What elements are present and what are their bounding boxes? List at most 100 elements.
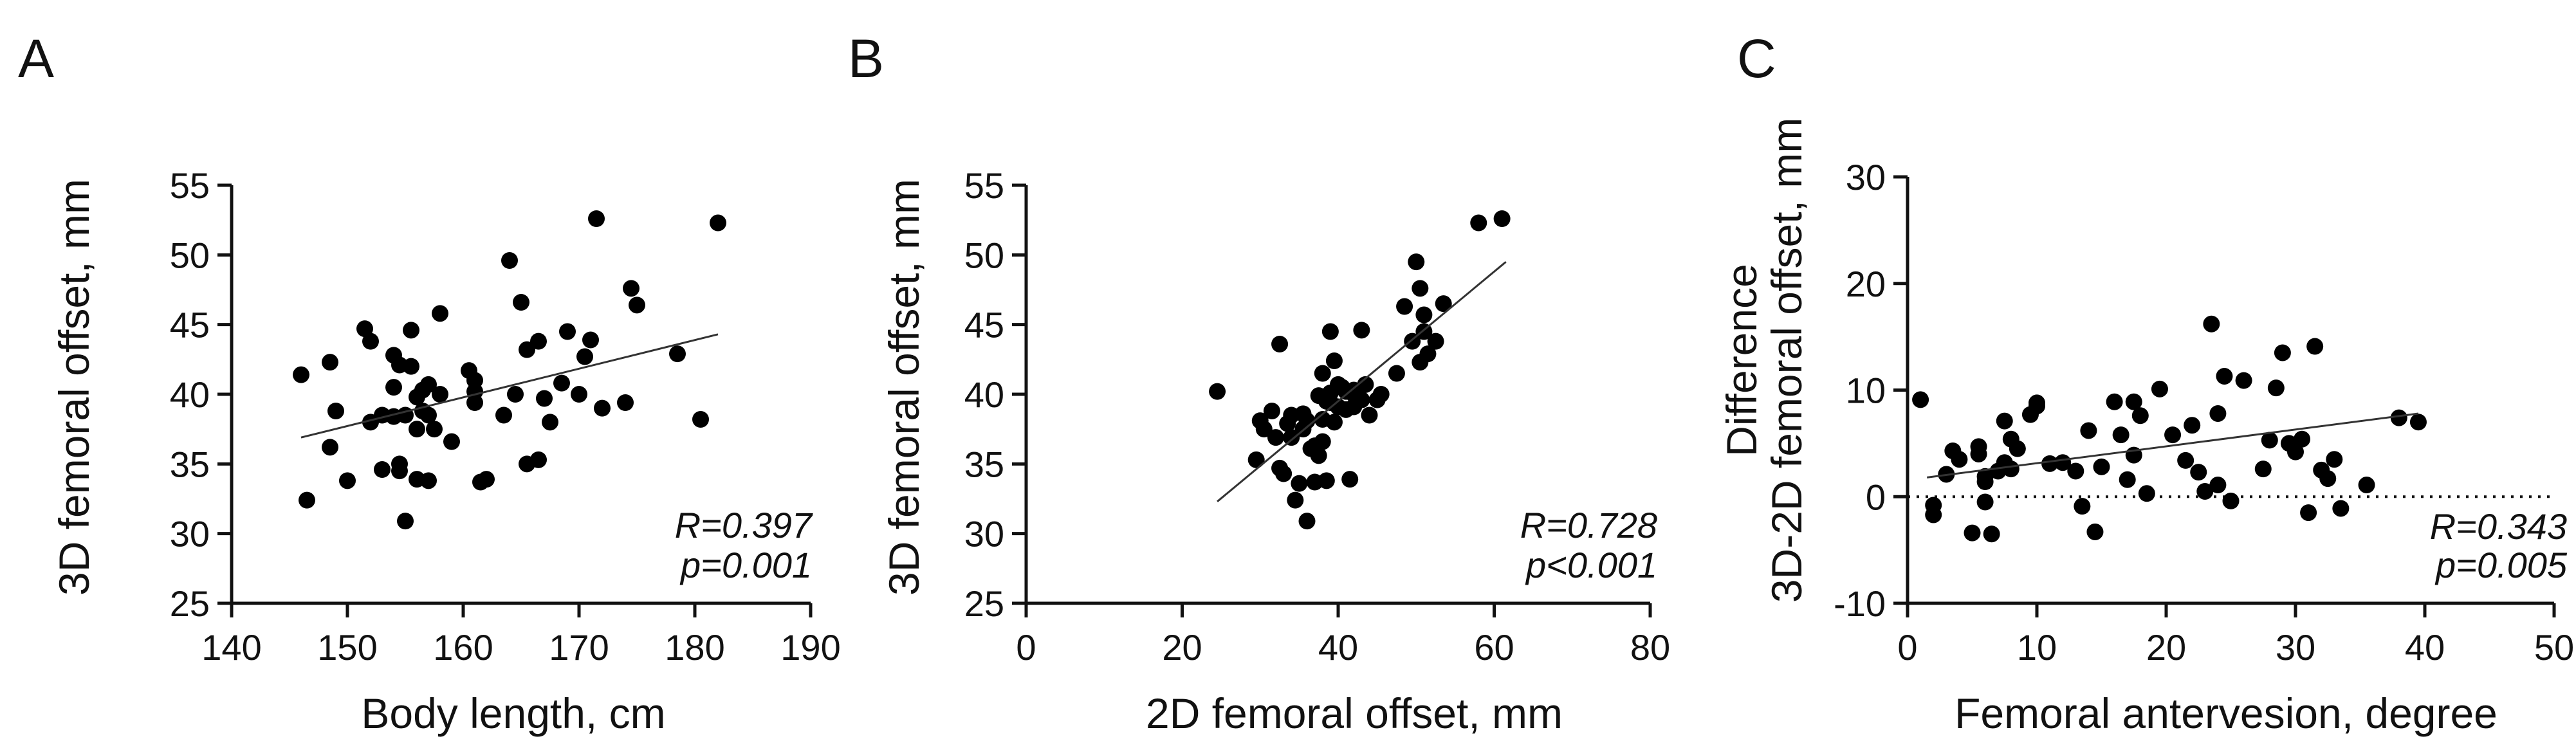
panel-a-x-tick-label: 190: [780, 627, 840, 668]
panel-c-data-point: [2261, 432, 2278, 449]
panel-c-y-tick-label: 30: [1846, 157, 1886, 197]
panel-a-data-point: [403, 322, 419, 339]
panel-c-data-point: [2332, 500, 2350, 517]
panel-a-regression-line: [300, 333, 719, 439]
panel-a-data-point: [507, 386, 524, 403]
panel-b-y-tick-label: 45: [964, 305, 1004, 345]
panel-a-data-point: [391, 462, 408, 480]
panel-c-data-point: [2209, 477, 2227, 494]
panel-a-y-tick-label: 35: [170, 444, 210, 484]
panel-c-data-point: [2112, 426, 2130, 444]
panel-a-data-point: [542, 414, 558, 431]
panel-c-x-tick-label: 10: [2017, 627, 2057, 668]
panel-a-data-point: [466, 394, 483, 411]
panel-a-data-point: [553, 374, 570, 392]
panel-a-data-point: [478, 471, 495, 488]
panel-c-x-tick-label: 50: [2534, 627, 2574, 668]
panel-c-data-point: [2267, 379, 2285, 397]
panel-a-data-point: [536, 390, 553, 407]
panel-b-data-point: [1247, 451, 1265, 468]
panel-a-data-point: [374, 461, 391, 478]
panel-c-data-point: [2009, 440, 2026, 457]
panel-b-data-point: [1267, 429, 1284, 446]
panel-b-data-point: [1209, 383, 1226, 400]
panel-a-y-tick-label: 30: [170, 514, 210, 554]
panel-b-x-tick-label: 80: [1630, 627, 1670, 668]
panel-c-x-tick-labels: 0 10 20 30 40 50: [1897, 627, 2574, 668]
panel-c-data-point: [2274, 344, 2291, 361]
panel-b-y-tick-label: 30: [964, 514, 1004, 554]
panel-c-data-point: [2106, 393, 2123, 410]
panel-c-y-axis-title-line-1: Difference: [1718, 264, 1765, 457]
panel-a-data-point: [576, 348, 593, 365]
panel-c-data-point: [2002, 461, 2019, 478]
panel-b-data-point: [1470, 214, 1487, 232]
panel-a-data-point: [432, 386, 448, 403]
panel-c-y-tick-label: 0: [1866, 477, 1886, 517]
panel-c-data-point: [2164, 426, 2182, 444]
panel-a-data-point: [403, 358, 419, 375]
panel-c-data-point: [1983, 525, 2000, 543]
panel-b-y-tick-labels: 25 30 35 40 45 50 55: [964, 165, 1004, 624]
panel-c: C 0 10 20 30 40 50 -1: [1718, 28, 2574, 737]
panel-c-data-point: [2390, 409, 2407, 426]
panel-c-data-point: [2029, 397, 2045, 415]
panel-a-data-point: [443, 433, 460, 450]
panel-c-data-point: [2209, 405, 2227, 422]
panel-b-r-value: R=0.728: [1520, 505, 1657, 545]
panel-b-data-point: [1435, 295, 1452, 313]
panel-b-y-tick-label: 40: [964, 374, 1004, 415]
panel-c-data-point: [2093, 458, 2110, 475]
panel-c-data-point: [2086, 523, 2104, 540]
panel-c-x-axis-title: Femoral antervesion, degree: [1955, 689, 2498, 737]
panel-b-data-point: [1310, 447, 1327, 464]
panel-a-data-point: [356, 320, 373, 338]
panel-c-data-point: [2358, 477, 2375, 494]
panel-a-y-axis-title: 3D femoral offset, mm: [50, 179, 98, 596]
panel-a-data-point: [501, 252, 518, 269]
panel-c-data-point: [2203, 315, 2220, 333]
panel-c-data-point: [1912, 391, 1929, 408]
panel-a-y-tick-label: 55: [170, 165, 210, 206]
panel-c-data-point: [1925, 497, 1942, 514]
panel-a-data-point: [420, 376, 437, 393]
panel-b-data-point: [1298, 412, 1316, 430]
panel-c-data-point: [2216, 367, 2233, 385]
panel-c-data-point: [2074, 498, 2091, 515]
panel-c-y-ticks: [1893, 175, 1908, 605]
panel-b-x-ticks: [1024, 603, 1652, 617]
panel-c-y-axis-title-line-2: 3D-2D femoral offset, mm: [1763, 118, 1810, 603]
panel-c-x-tick-label: 0: [1897, 627, 1917, 668]
panel-c-label: C: [1737, 28, 1776, 89]
panel-b-data-point: [1291, 475, 1308, 492]
panel-b-x-tick-label: 40: [1318, 627, 1358, 668]
panel-a-data-point: [495, 406, 512, 424]
panel-a-x-tick-label: 160: [433, 627, 493, 668]
panel-b-data-point: [1298, 513, 1316, 530]
panel-a-data-point: [530, 451, 547, 468]
panel-b-data-point: [1412, 280, 1429, 297]
panel-a-data-point: [571, 386, 587, 403]
panel-a-data-point: [629, 296, 645, 314]
panel-b-data-point: [1372, 386, 1390, 403]
panel-b-data-point: [1353, 391, 1370, 408]
panel-b-x-axis-title: 2D femoral offset, mm: [1146, 689, 1563, 737]
panel-a-data-point: [327, 403, 344, 419]
panel-a-data-point: [692, 411, 709, 428]
panel-c-data-point: [1976, 493, 1994, 511]
panel-c-data-point: [2235, 372, 2252, 389]
panel-c-data-point: [1996, 412, 2013, 430]
panel-c-data-point: [1970, 438, 1987, 455]
panel-c-data-point: [2151, 380, 2168, 397]
panel-b-data-point: [1388, 365, 1405, 382]
panel-a-data-point: [293, 366, 309, 383]
panel-a-data-point: [362, 333, 379, 350]
panel-b-regression-line: [1217, 261, 1507, 502]
panel-a-data-point: [513, 294, 529, 311]
panel-c-r-value: R=0.343: [2430, 506, 2567, 547]
panel-a-label: A: [18, 28, 54, 89]
panel-b-data-point: [1283, 429, 1300, 446]
panel-b-y-tick-label: 55: [964, 165, 1004, 206]
panel-c-y-tick-label: -10: [1834, 583, 1886, 624]
panel-b-x-tick-labels: 0 20 40 60 80: [1016, 627, 1670, 668]
